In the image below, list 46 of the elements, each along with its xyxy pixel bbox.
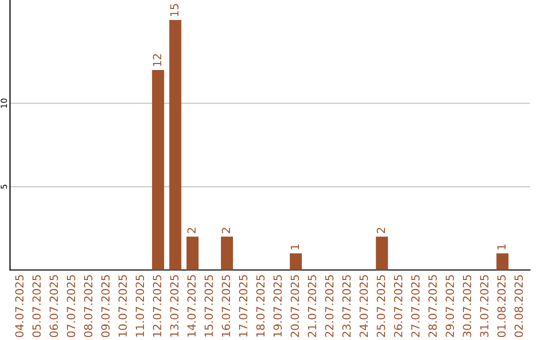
x-tick-label: 26.07.2025 [394, 275, 402, 337]
x-tick-label: 18.07.2025 [256, 275, 265, 337]
x-tick-label: 27.07.2025 [411, 275, 420, 337]
x-tick-label: 25.07.2025 [376, 275, 386, 337]
x-tick-label: 01.08.2025 [497, 275, 506, 338]
data-label: 2 [222, 228, 230, 234]
x-tick-label: 29.07.2025 [446, 275, 454, 337]
x-tick-label: 28.07.2025 [428, 275, 437, 337]
data-label: 12 [152, 54, 162, 66]
x-tick-label: 24.07.2025 [360, 275, 368, 337]
x-tick-label: 12.07.2025 [152, 275, 162, 337]
y-tick-label: 5 [0, 184, 7, 189]
x-tick-label: 11.07.2025 [136, 275, 144, 337]
x-tick-label: 08.07.2025 [84, 275, 92, 338]
x-tick-label: 22.07.2025 [325, 275, 334, 337]
data-label: 2 [376, 228, 385, 234]
x-tick-label: 10.07.2025 [118, 275, 127, 337]
x-tick-label: 09.07.2025 [101, 275, 110, 338]
x-tick-label: 20.07.2025 [290, 275, 300, 337]
data-label: 15 [170, 4, 179, 16]
x-tick-label: 13.07.2025 [170, 275, 179, 337]
x-tick-label: 16.07.2025 [222, 275, 230, 337]
x-tick-label: 06.07.2025 [50, 275, 58, 338]
bar [169, 20, 182, 270]
x-tick-label: 05.07.2025 [32, 275, 41, 338]
bar [376, 236, 388, 270]
bar [290, 253, 302, 270]
x-tick-label: 31.07.2025 [480, 275, 488, 337]
data-label: 1 [290, 244, 299, 250]
x-tick-label: 19.07.2025 [273, 275, 282, 337]
x-tick-label: 02.08.2025 [514, 275, 523, 338]
x-tick-label: 14.07.2025 [187, 275, 196, 337]
data-label: 1 [497, 244, 506, 250]
x-tick-label: 17.07.2025 [238, 275, 248, 337]
x-tick-label: 07.07.2025 [66, 275, 76, 338]
bar [220, 236, 233, 270]
x-tick-label: 23.07.2025 [342, 275, 351, 337]
x-tick-label: 21.07.2025 [308, 275, 316, 337]
data-label: 2 [187, 228, 196, 234]
x-tick-label: 30.07.2025 [462, 275, 472, 337]
bar [496, 253, 508, 270]
bar [186, 236, 199, 270]
bar [152, 70, 164, 270]
x-tick-label: 15.07.2025 [204, 275, 213, 337]
y-tick-label: 10 [0, 98, 7, 108]
x-tick-label: 04.07.2025 [15, 275, 24, 338]
